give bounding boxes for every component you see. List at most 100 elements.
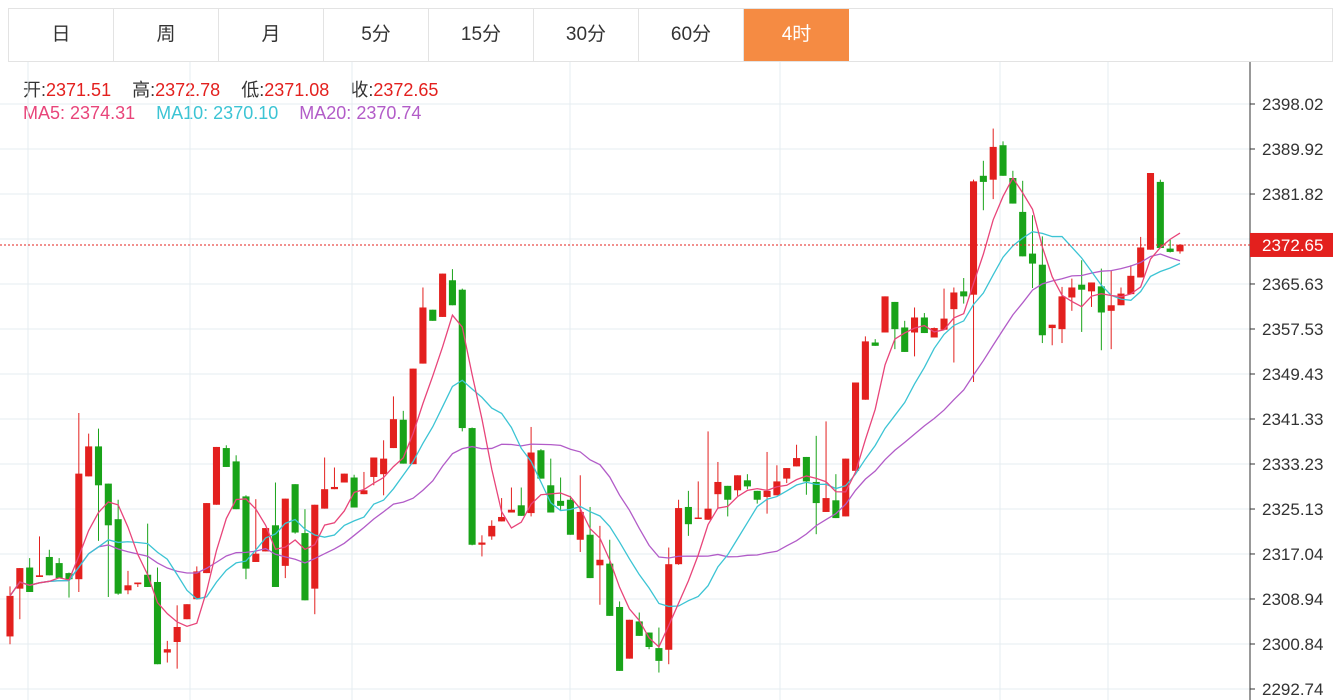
candle-body (94, 446, 103, 486)
ma5-label: MA5: (23, 103, 66, 123)
candle-body (891, 301, 899, 330)
candle-body (6, 595, 14, 637)
candle-body (783, 468, 791, 479)
y-tick-label: 2381.82 (1262, 185, 1323, 204)
candle-body (271, 525, 280, 587)
candle-body (252, 553, 260, 562)
candle-body (743, 480, 751, 487)
candle-body (930, 328, 938, 338)
candle-body (419, 307, 427, 364)
candle-body (1038, 264, 1046, 336)
candle-body (183, 604, 191, 620)
candle-body (1166, 248, 1174, 252)
y-tick-label: 2349.43 (1262, 365, 1323, 384)
candle-body (557, 500, 565, 506)
open-label: 开: (23, 80, 47, 100)
candle-body (517, 505, 525, 516)
last-price-label: 2372.65 (1262, 236, 1323, 255)
candle-body (842, 458, 850, 517)
candle-body (1097, 286, 1105, 313)
candle-body (468, 428, 476, 545)
tab-month[interactable]: 月 (219, 9, 324, 61)
ma-readout: MA5: 2374.31 MA10: 2370.10 MA20: 2370.74 (23, 103, 421, 124)
tab-week[interactable]: 周 (114, 9, 219, 61)
candle-body (45, 556, 53, 576)
ma5-line (9, 176, 1181, 648)
candle-body (753, 490, 761, 500)
ma20-line (9, 253, 1181, 597)
candle-body (370, 457, 378, 477)
candle-body (881, 296, 889, 333)
tab-30min[interactable]: 30分 (534, 9, 639, 61)
candle-body (409, 368, 417, 465)
candle-body (212, 446, 221, 505)
low-label: 低: (241, 80, 265, 100)
candle-body (1078, 284, 1086, 290)
candle-body (960, 291, 968, 297)
candle-body (645, 632, 653, 647)
ohlc-readout: 开:2371.51 高:2372.78 低:2371.08 收:2372.65 (23, 76, 454, 102)
candle-body (537, 450, 545, 479)
candle-body (281, 498, 289, 566)
tab-4hour[interactable]: 4时 (744, 9, 849, 61)
candle-body (940, 318, 948, 330)
tab-5min[interactable]: 5分 (324, 9, 429, 61)
candle-body (1028, 253, 1037, 264)
candle-body (380, 458, 388, 475)
tab-60min[interactable]: 60分 (639, 9, 744, 61)
y-tick-label: 2300.84 (1262, 635, 1323, 654)
candle-body (832, 500, 840, 519)
tab-day[interactable]: 日 (9, 9, 114, 61)
y-tick-label: 2317.04 (1262, 545, 1323, 564)
candle-body (301, 533, 309, 601)
period-tab-bar: 日 周 月 5分 15分 30分 60分 4时 (8, 8, 1333, 62)
y-tick-label: 2357.53 (1262, 320, 1323, 339)
ma5-value: 2374.31 (70, 103, 136, 123)
candle-body (75, 473, 83, 580)
candle-body (340, 473, 348, 483)
candle-body (675, 508, 683, 565)
close-value: 2372.65 (373, 80, 439, 100)
candle-body (861, 341, 869, 400)
ma10-value: 2370.10 (213, 103, 279, 123)
candle-body (360, 490, 368, 495)
candle-body (1127, 275, 1135, 295)
candle-body (773, 481, 781, 496)
ma10-label: MA10: (156, 103, 209, 123)
candle-body (1058, 296, 1066, 330)
candle-body (950, 292, 958, 310)
candle-body (1176, 244, 1184, 252)
candle-body (625, 619, 633, 659)
candle-body (606, 563, 614, 616)
candle-body (812, 481, 820, 504)
candle-body (1156, 181, 1164, 249)
candle-body (871, 342, 879, 346)
tab-15min[interactable]: 15分 (429, 9, 534, 61)
candle-body (311, 504, 319, 589)
candlestick-chart[interactable]: 2398.022389.922381.822373.722365.632357.… (0, 62, 1333, 700)
high-value: 2372.78 (155, 80, 221, 100)
candle-body (222, 448, 230, 467)
candle-body (547, 485, 555, 513)
candle-body (134, 582, 142, 585)
candle-body (596, 559, 604, 566)
candle-body (26, 567, 34, 592)
candle-body (576, 511, 584, 540)
candle-body (1107, 305, 1115, 311)
close-label: 收: (350, 80, 374, 100)
candle-body (448, 280, 456, 306)
candle-body (55, 563, 63, 579)
candle-body (527, 452, 535, 514)
candle-body (232, 461, 240, 510)
candle-body (163, 649, 171, 653)
candle-body (173, 626, 181, 642)
candle-body (1146, 173, 1155, 250)
low-value: 2371.08 (264, 80, 330, 100)
candle-body (1087, 282, 1096, 292)
y-tick-label: 2389.92 (1262, 140, 1323, 159)
candle-body (35, 575, 44, 577)
candle-body (321, 489, 329, 509)
candle-body (655, 648, 663, 661)
candle-body (429, 309, 437, 321)
candle-body (793, 458, 801, 467)
